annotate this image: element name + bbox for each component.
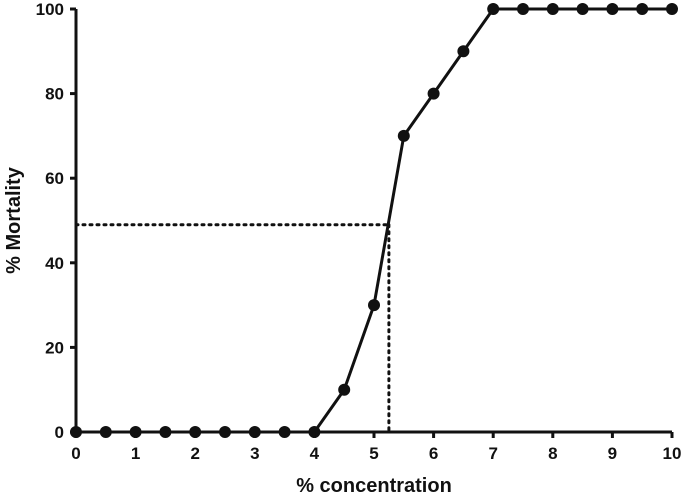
series-group <box>70 3 678 438</box>
x-tick-group: 0 1 2 3 4 5 6 7 8 9 10 <box>71 432 681 463</box>
axes <box>74 9 672 434</box>
data-point <box>487 3 500 15</box>
data-point <box>457 45 470 58</box>
data-point <box>427 87 440 100</box>
y-tick-label: 100 <box>36 0 64 19</box>
data-point <box>606 3 619 15</box>
x-tick-label: 10 <box>663 444 682 463</box>
data-point <box>397 129 410 142</box>
data-point <box>666 3 678 15</box>
y-axis-title: % Mortality <box>3 166 25 274</box>
data-point <box>517 3 529 15</box>
x-tick-label: 3 <box>250 444 259 463</box>
data-point <box>576 3 589 15</box>
x-axis-title: % concentration <box>296 475 452 496</box>
x-tick-label: 2 <box>190 444 199 463</box>
data-point <box>636 3 649 15</box>
x-tick-label: 7 <box>488 444 497 463</box>
x-tick-label: 5 <box>369 444 378 463</box>
data-point <box>368 299 380 312</box>
x-tick-label: 6 <box>429 444 438 463</box>
y-tick-label: 60 <box>45 169 64 188</box>
x-tick-label: 4 <box>310 444 320 463</box>
x-tick-label: 9 <box>608 444 617 463</box>
x-tick-label: 1 <box>131 444 140 463</box>
y-tick-label: 80 <box>45 85 64 104</box>
x-tick-label: 8 <box>548 444 557 463</box>
y-tick-label: 20 <box>45 338 64 357</box>
series-line <box>76 7 672 434</box>
reference-lines <box>74 223 391 434</box>
y-tick-group: 0 20 40 60 80 100 <box>36 0 76 442</box>
y-tick-label: 0 <box>55 423 64 442</box>
data-point <box>546 3 559 15</box>
y-tick-label: 40 <box>45 254 64 273</box>
x-tick-label: 0 <box>71 444 80 463</box>
data-point <box>338 383 351 396</box>
